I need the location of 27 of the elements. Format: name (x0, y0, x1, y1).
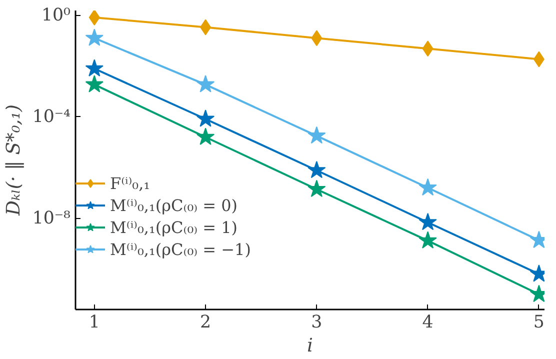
point (308, 126, 326, 144)
point (308, 180, 326, 198)
legend-label: F⁽ⁱ⁾₀,₁ (110, 174, 150, 192)
point (196, 110, 215, 127)
y-axis-title: Dₖₗ(· ‖ S*₀,₁) (3, 104, 24, 216)
point (85, 75, 104, 92)
legend-label: M⁽ⁱ⁾₀,₁(ρC₍₀₎ = −1) (110, 240, 251, 258)
point (418, 178, 437, 196)
y-tick-label: 10⁻⁴ (32, 106, 71, 127)
point (88, 10, 100, 26)
point (418, 212, 437, 230)
x-tick-label: 4 (422, 312, 434, 332)
x-axis-title: i (307, 336, 314, 356)
y-tick-label: 10⁻⁸ (32, 208, 71, 228)
point (85, 59, 104, 76)
point (196, 128, 215, 145)
y-tick-label: 10⁰ (42, 6, 71, 26)
point (196, 75, 215, 92)
x-tick-label: 5 (533, 312, 544, 332)
point (85, 28, 104, 46)
x-tick-label: 1 (88, 312, 100, 332)
x-tick-label: 2 (200, 312, 212, 332)
legend-label: M⁽ⁱ⁾₀,₁(ρC₍₀₎ = 0) (110, 196, 238, 214)
point (308, 160, 326, 178)
legend-label: M⁽ⁱ⁾₀,₁(ρC₍₀₎ = 1) (110, 218, 238, 236)
x-tick-label: 3 (311, 312, 322, 332)
point (418, 231, 437, 248)
